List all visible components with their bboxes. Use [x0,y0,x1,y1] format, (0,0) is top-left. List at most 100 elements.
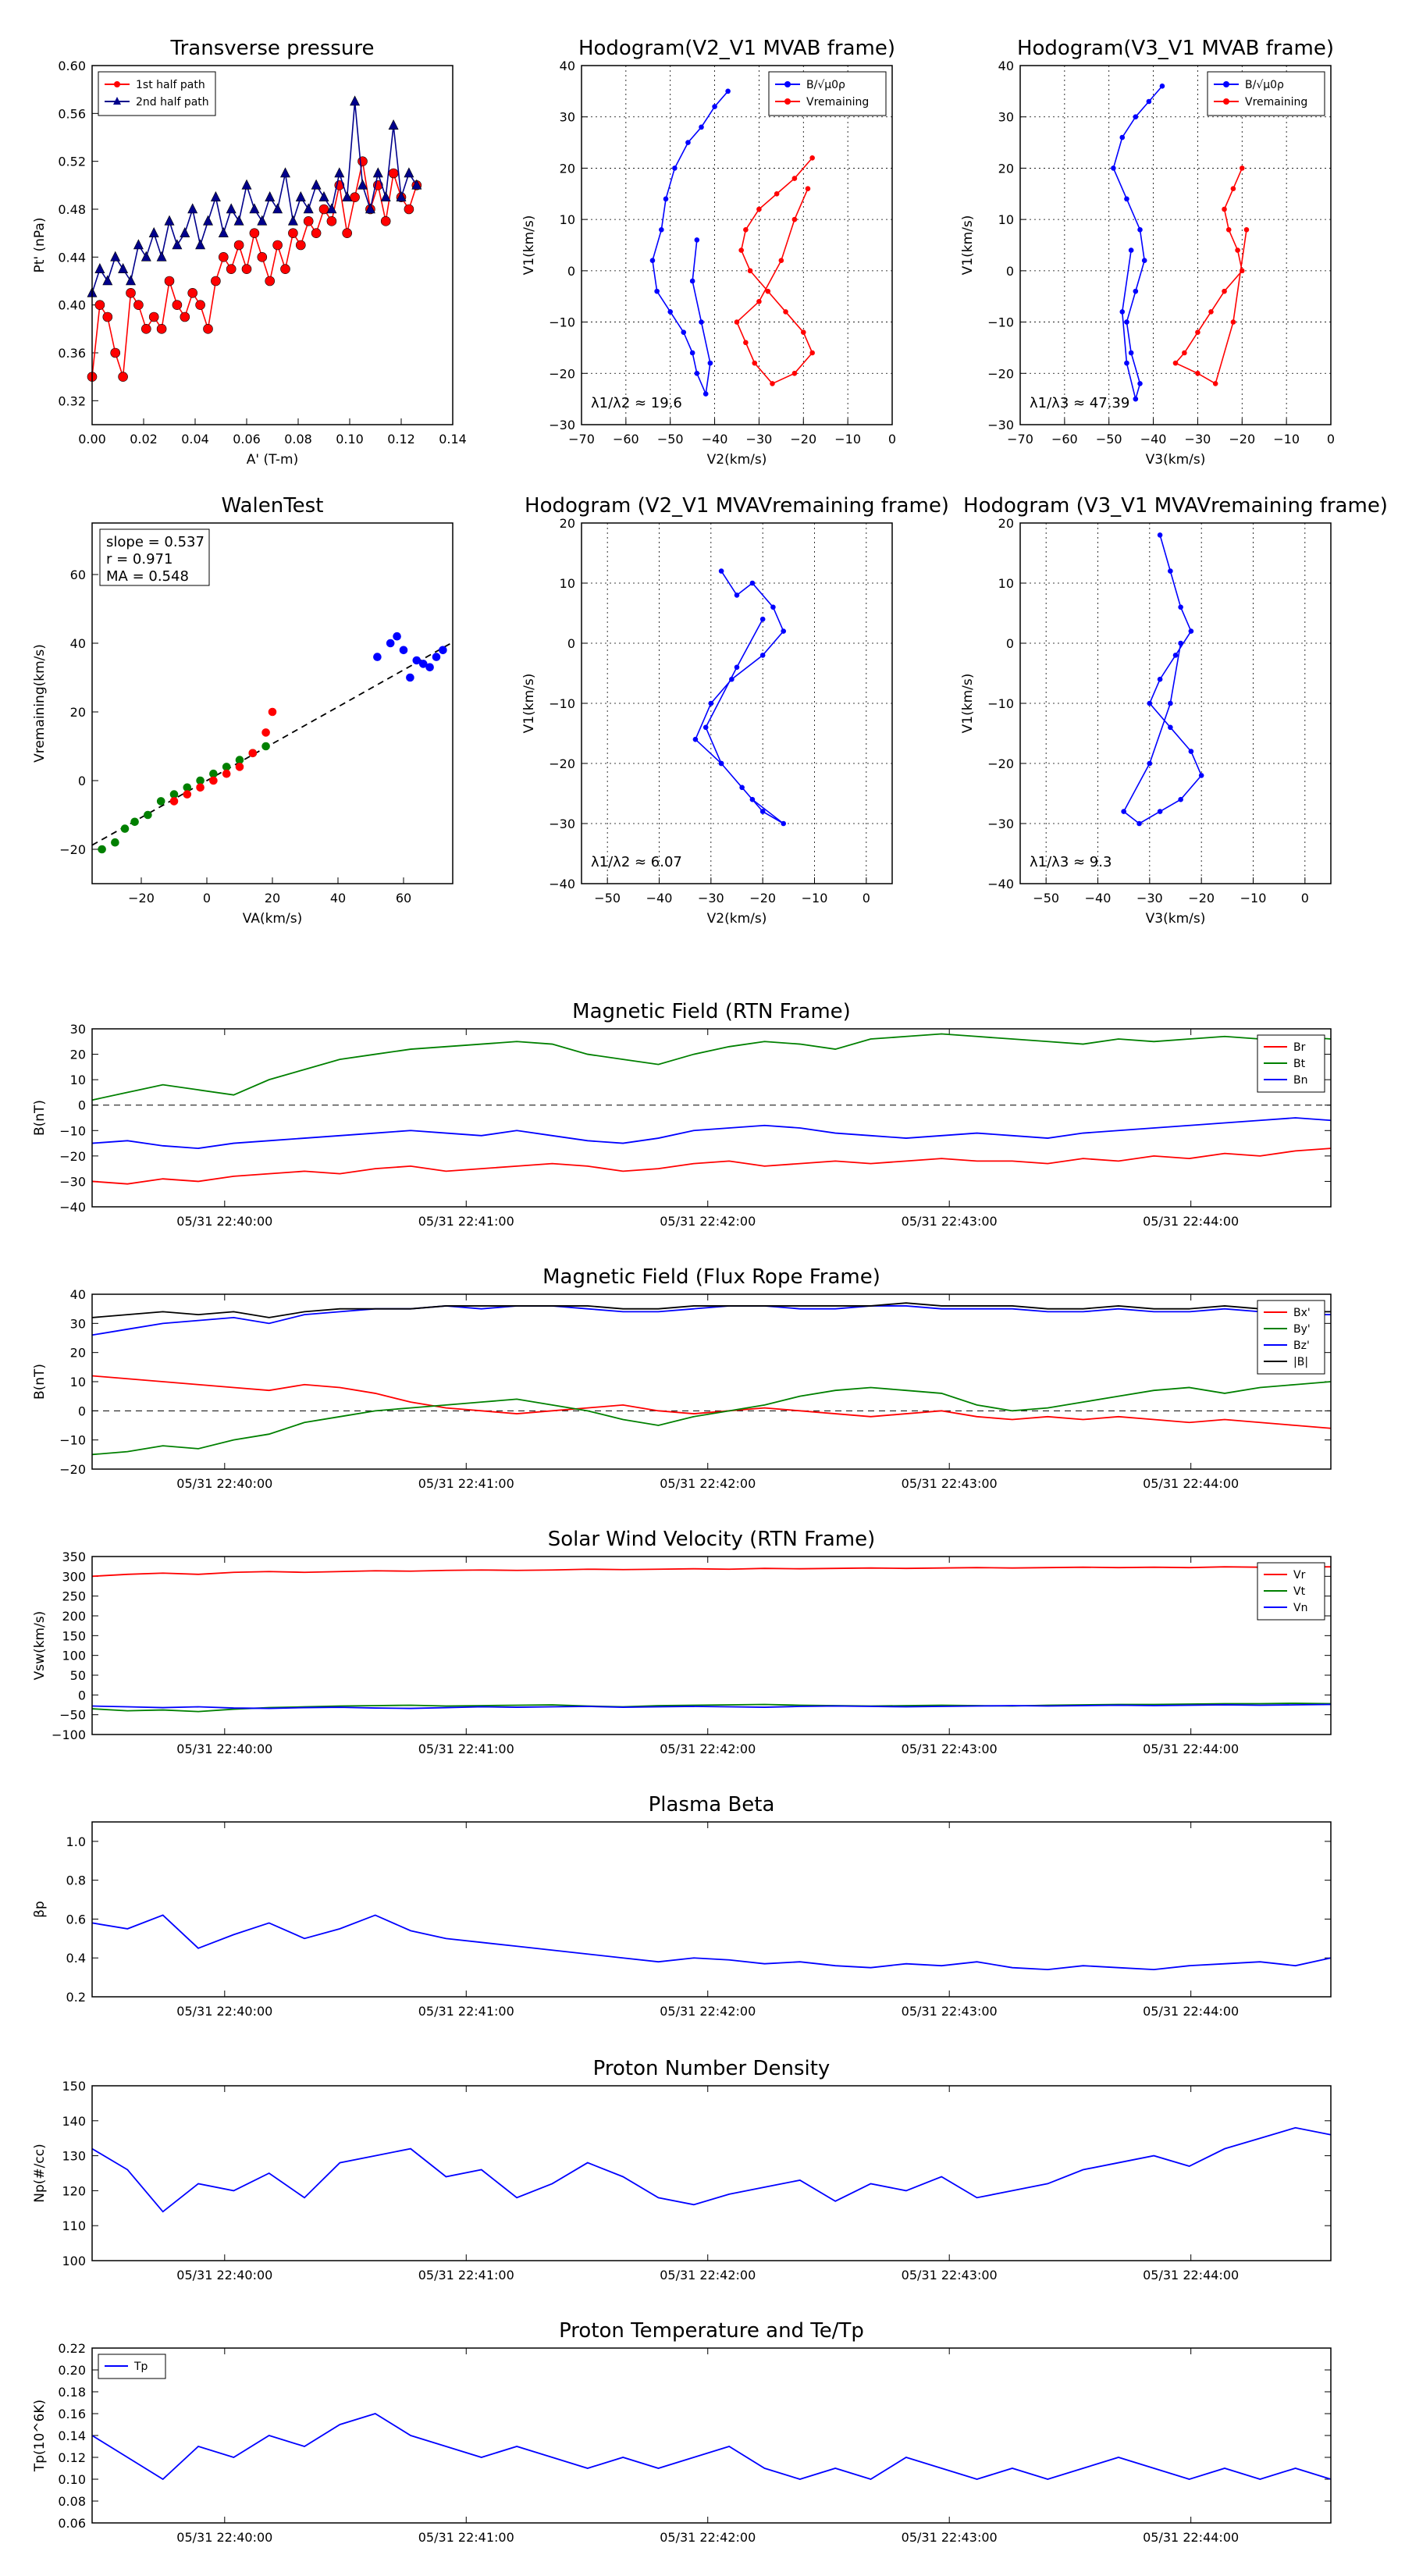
data-point [747,268,753,274]
data-point [1188,749,1194,754]
x-tick-label: 05/31 22:44:00 [1143,1214,1239,1229]
y-tick-label: 100 [62,1649,86,1663]
data-point [226,264,237,274]
series-data [692,568,787,827]
data-point [702,391,709,397]
data-point [118,372,128,382]
x-tick-label: 60 [396,891,411,906]
y-tick-label: 10 [70,1073,86,1087]
y-tick-label: −30 [59,1174,86,1189]
annotation-box [99,528,210,586]
data-point [126,288,136,298]
data-point [734,592,740,598]
y-tick-label: −30 [549,817,575,831]
y-axis-label: Vsw(km/s) [32,1611,48,1681]
x-tick-label: 05/31 22:42:00 [660,2530,756,2545]
chart-title: Magnetic Field (RTN Frame) [572,1000,851,1023]
y-tick-label: 100 [62,2254,86,2268]
y-tick-label: −10 [987,696,1014,711]
data-point [1128,247,1134,253]
data-point [261,728,270,737]
legend-label: Bx' [1293,1307,1311,1319]
data-point [226,203,237,214]
y-tick-label: 50 [70,1668,86,1683]
x-tick-label: −30 [1185,432,1211,447]
x-tick-label: 0.04 [181,432,209,447]
data-point [94,262,105,273]
data-point [1137,381,1143,386]
legend-label: 2nd half path [136,96,209,109]
legend-label: Bt [1293,1058,1306,1070]
x-axis-label: V3(km/s) [1146,911,1206,927]
y-tick-label: −20 [59,1149,86,1164]
plot-frame [91,522,454,884]
data-point [156,324,167,334]
x-tick-label: −30 [746,432,773,447]
x-tick-label: −50 [594,891,621,906]
data-point [388,119,399,130]
series-Vremaining [734,155,815,386]
data-point [141,324,151,334]
x-axis-label: V2(km/s) [707,911,767,927]
data-point [708,700,714,706]
data-point [778,258,784,264]
y-tick-label: 0.18 [58,2385,86,2400]
series-line-Bx' [91,1375,1332,1429]
y-tick-label: 0.16 [58,2407,86,2421]
data-point [380,216,391,226]
chart-title: Solar Wind Velocity (RTN Frame) [548,1528,875,1551]
data-point [386,639,395,648]
legend-label: Bz' [1293,1340,1310,1352]
x-tick-label: 05/31 22:44:00 [1143,2004,1239,2019]
data-point [318,190,329,201]
data-point [411,179,422,190]
data-point [1119,309,1126,315]
data-point [791,176,798,181]
x-axis-label: V2(km/s) [707,452,767,468]
chart-h2: Hodogram(V3_V1 MVAB frame) −70 −60 −50 −40 −3… [960,37,1335,468]
data-point [342,228,353,238]
y-tick-label: 300 [62,1569,86,1584]
x-axis-label: VA(km/s) [243,911,302,927]
data-point [1121,809,1126,814]
data-point [781,628,787,634]
data-point [805,186,811,192]
data-point [156,797,165,806]
data-point [241,179,252,190]
chart-title: Hodogram (V3_V1 MVAVremaining frame) [963,494,1388,518]
legend-label: B/√μ0ρ [1245,79,1284,91]
data-point [350,192,360,202]
data-point [268,707,277,717]
y-axis-label: Pt' (nPa) [32,218,48,273]
data-point [439,646,447,655]
data-point [1230,319,1236,325]
data-point [1133,114,1139,120]
x-tick-label: −30 [698,891,724,906]
data-point [130,817,139,827]
chart-title: WalenTest [222,494,324,518]
y-tick-label: −10 [549,315,575,330]
data-point [233,215,244,226]
data-point [699,319,704,325]
data-point [432,653,441,661]
y-tick-label: 140 [62,2114,86,2129]
x-tick-label: 05/31 22:44:00 [1143,2268,1239,2282]
y-tick-label: 10 [70,1375,86,1389]
data-point [1128,350,1134,356]
x-axis-label: A' (T-m) [247,452,299,468]
data-point [743,226,749,233]
y-axis-label: Np(#/cc) [32,2144,48,2202]
data-point [261,742,270,751]
data-point [210,190,221,201]
y-tick-label: 0.12 [58,2450,86,2465]
data-point [743,340,749,346]
data-point [393,632,401,641]
data-point [770,604,776,610]
chart-tp: Proton Temperature and Te/Tp 0.06 0.08 0.10… [32,2319,1332,2545]
data-point [756,298,762,304]
data-point [702,724,709,731]
x-tick-label: 05/31 22:40:00 [176,1476,272,1491]
x-tick-label: −50 [657,432,684,447]
y-tick-label: 40 [70,1287,86,1302]
